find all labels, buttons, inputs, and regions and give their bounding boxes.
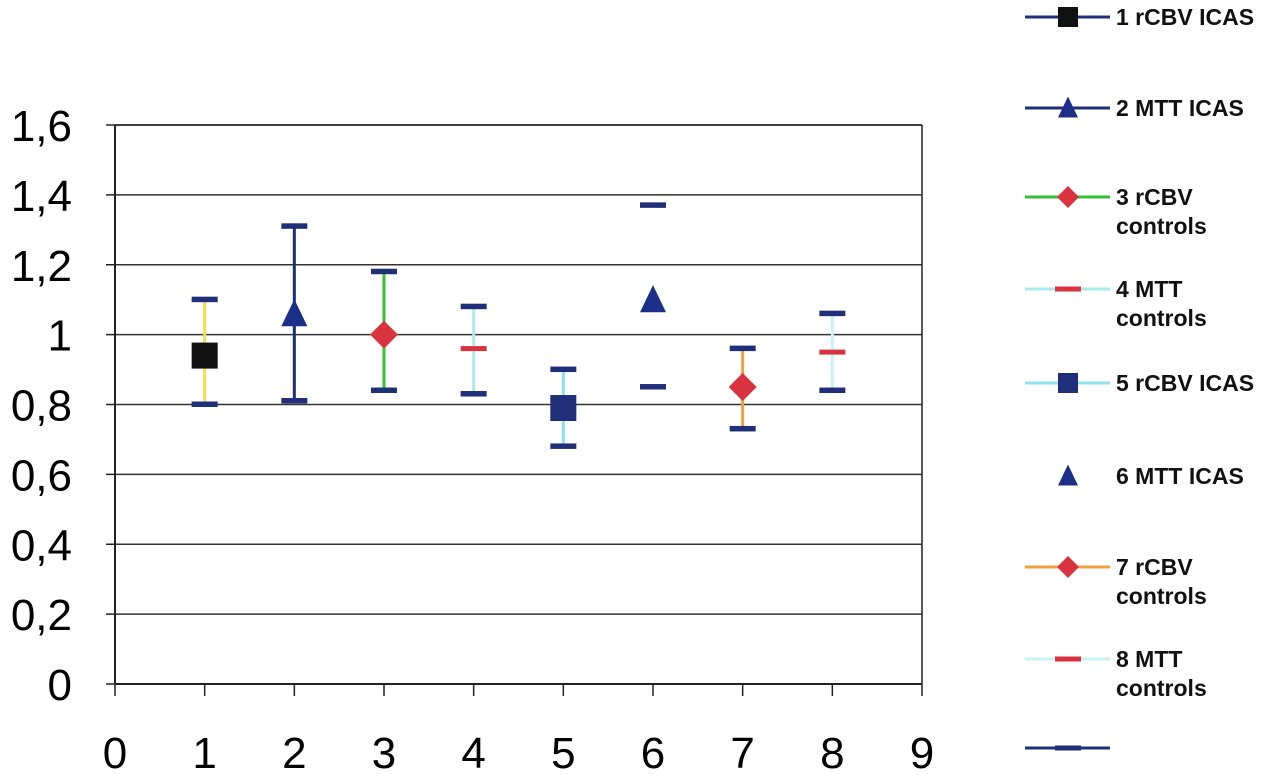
x-tick-label: 6: [641, 729, 665, 775]
legend-marker: [1058, 7, 1078, 27]
error-cap-high: [281, 223, 308, 229]
legend-marker: [1058, 464, 1078, 486]
y-axis-tick-labels: 0 0,2 0,4 0,6 0,8 1 1,2 1,4 1,6: [11, 102, 72, 710]
legend-entry: 5 rCBV ICAS: [1025, 370, 1254, 396]
x-tick-label: 9: [910, 729, 934, 775]
legend-label: 6 MTT ICAS: [1116, 463, 1244, 489]
legend-marker: [1057, 186, 1079, 208]
series-2: [281, 223, 308, 404]
error-cap-low: [281, 398, 308, 404]
legend-marker: [1055, 745, 1081, 751]
legend-label: 3 rCBV: [1116, 184, 1193, 210]
y-tick-label: 1,2: [11, 242, 72, 291]
x-tick-label: 0: [103, 729, 127, 775]
error-cap-high: [550, 366, 577, 373]
y-tick-label: 1: [48, 312, 72, 361]
legend-entry: [1025, 745, 1110, 751]
legend-entry: 2 MTT ICAS: [1025, 95, 1244, 121]
series-8: [819, 310, 846, 394]
x-tick-label: 2: [282, 729, 306, 775]
series-6: [640, 202, 666, 390]
legend-marker: [1057, 556, 1079, 578]
series-5: [550, 366, 577, 449]
error-cap-high: [191, 296, 218, 303]
legend-label: 4 MTT: [1116, 276, 1182, 302]
legend-label: 2 MTT ICAS: [1116, 95, 1244, 121]
legend-entry: 3 rCBV controls: [1025, 184, 1207, 239]
x-axis-tick-labels: 0 1 2 3 4 5 6 7 8 9: [103, 729, 934, 775]
data-marks: [191, 202, 846, 449]
legend-entry: 7 rCBV controls: [1025, 554, 1207, 609]
axes: [106, 124, 923, 696]
y-tick-label: 1,4: [11, 172, 72, 221]
error-cap-high: [460, 303, 487, 310]
y-tick-label: 0,8: [11, 382, 72, 431]
series-3: [370, 268, 398, 394]
error-cap-low: [819, 387, 846, 394]
x-tick-label: 4: [461, 729, 485, 775]
y-tick-label: 0: [48, 661, 72, 710]
y-tick-label: 0,2: [11, 591, 72, 640]
x-tick-label: 7: [730, 729, 754, 775]
legend-label: controls: [1116, 583, 1207, 609]
error-cap-low: [371, 387, 397, 394]
legend-entry: 1 rCBV ICAS: [1025, 4, 1254, 30]
legend-marker: [1055, 286, 1081, 292]
error-cap-low: [729, 425, 756, 432]
error-cap-high: [371, 268, 397, 275]
error-cap-high: [640, 202, 666, 208]
y-tick-label: 0,4: [11, 521, 72, 570]
data-point-marker: [460, 346, 487, 352]
legend-label: controls: [1116, 675, 1207, 701]
y-tick-label: 0,6: [11, 451, 72, 500]
series-1: [191, 296, 218, 407]
legend-label: 7 rCBV: [1116, 554, 1193, 580]
legend-marker: [1058, 96, 1078, 118]
error-cap-low: [550, 443, 577, 449]
x-tick-label: 3: [372, 729, 396, 775]
error-cap-high: [819, 310, 846, 317]
data-point-marker: [191, 342, 218, 369]
legend-label: 5 rCBV ICAS: [1116, 370, 1254, 396]
data-point-marker: [550, 394, 577, 421]
data-point-marker: [819, 349, 846, 355]
data-point-marker: [640, 285, 666, 313]
error-cap-low: [640, 384, 666, 390]
series-7: [728, 345, 757, 432]
legend-label: controls: [1116, 305, 1207, 331]
data-point-marker: [728, 373, 757, 402]
error-cap-high: [729, 345, 756, 352]
legend-marker: [1055, 656, 1081, 662]
series-4: [460, 303, 487, 397]
legend-label: 1 rCBV ICAS: [1116, 4, 1254, 30]
legend-entry: 6 MTT ICAS: [1025, 463, 1244, 489]
x-tick-label: 8: [820, 729, 844, 775]
legend-entry: 4 MTT controls: [1025, 276, 1207, 331]
legend-marker: [1058, 373, 1078, 393]
legend-label: controls: [1116, 213, 1207, 239]
legend-entry: 8 MTT controls: [1025, 646, 1207, 701]
data-point-marker: [281, 299, 308, 327]
legend-label: 8 MTT: [1116, 646, 1182, 672]
x-tick-label: 5: [551, 729, 575, 775]
gridlines: [115, 124, 922, 615]
data-point-marker: [370, 320, 398, 349]
x-tick-label: 1: [192, 729, 216, 775]
error-cap-low: [460, 391, 487, 397]
error-cap-low: [191, 401, 218, 407]
y-tick-label: 1,6: [11, 102, 72, 151]
